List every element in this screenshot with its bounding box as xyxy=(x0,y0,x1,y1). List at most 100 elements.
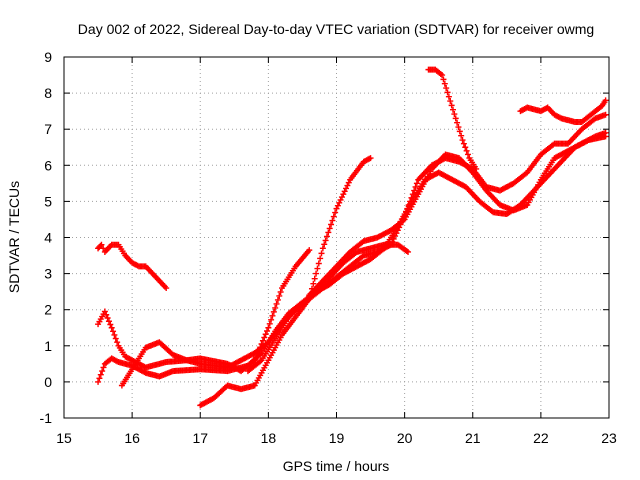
grid-lines xyxy=(64,57,609,418)
y-tick-label: 7 xyxy=(44,121,52,137)
series-track-g xyxy=(306,129,609,299)
data-point xyxy=(332,209,339,216)
x-tick-label: 22 xyxy=(533,430,549,446)
data-point xyxy=(97,371,104,378)
x-tick-label: 23 xyxy=(601,430,617,446)
y-tick-label: -1 xyxy=(40,410,53,426)
data-point xyxy=(330,213,337,220)
data-point xyxy=(463,147,470,154)
data-point xyxy=(268,316,275,323)
data-point xyxy=(318,250,325,257)
x-tick-label: 19 xyxy=(329,430,345,446)
data-point xyxy=(96,375,103,382)
data-point xyxy=(464,151,471,158)
data-point xyxy=(439,72,446,79)
data-point xyxy=(101,308,108,315)
data-point xyxy=(274,296,281,303)
data-point xyxy=(325,229,332,236)
data-point xyxy=(255,347,262,354)
data-point xyxy=(251,357,258,364)
y-tick-label: 9 xyxy=(44,49,52,65)
axis-ticks xyxy=(63,56,610,419)
data-point xyxy=(111,331,118,338)
data-point xyxy=(272,304,279,311)
data-point xyxy=(473,165,480,172)
data-point xyxy=(441,80,448,87)
data-point xyxy=(315,260,322,267)
data-point xyxy=(326,225,333,232)
series-track-h xyxy=(425,66,480,172)
data-point xyxy=(444,89,451,96)
data-point xyxy=(328,221,335,228)
data-points xyxy=(95,66,609,409)
y-tick-label: 8 xyxy=(44,85,52,101)
data-point xyxy=(456,128,463,135)
data-point xyxy=(100,245,107,252)
y-tick-label: 2 xyxy=(44,302,52,318)
data-point xyxy=(602,129,609,136)
data-point xyxy=(322,237,329,244)
y-tick-label: 1 xyxy=(44,338,52,354)
data-point xyxy=(314,265,321,272)
data-point xyxy=(112,335,119,342)
data-point xyxy=(270,308,277,315)
data-point xyxy=(257,344,264,351)
data-point xyxy=(310,280,317,287)
y-tick-label: 0 xyxy=(44,374,52,390)
data-point xyxy=(306,247,313,254)
data-point xyxy=(95,378,102,385)
data-point xyxy=(276,292,283,299)
data-point xyxy=(108,324,115,331)
x-tick-label: 21 xyxy=(465,430,481,446)
data-point xyxy=(253,353,260,360)
data-point xyxy=(443,85,450,92)
data-point xyxy=(264,327,271,334)
data-point xyxy=(259,337,266,344)
data-point xyxy=(105,318,112,325)
x-tick-labels: 15 16 17 18 19 20 21 22 23 xyxy=(56,430,617,446)
data-point xyxy=(265,324,272,331)
data-point xyxy=(110,328,117,335)
y-tick-labels: -1 0 1 2 3 4 5 6 7 8 9 xyxy=(40,49,53,426)
y-axis-label: SDTVAR / TECUs xyxy=(6,181,22,293)
data-point xyxy=(317,255,324,262)
x-axis-label: GPS time / hours xyxy=(283,458,390,474)
series-track-e xyxy=(197,155,374,409)
data-point xyxy=(323,233,330,240)
x-tick-label: 17 xyxy=(192,430,208,446)
data-point xyxy=(367,155,374,162)
data-point xyxy=(412,183,419,190)
data-point xyxy=(114,339,121,346)
series-track-d xyxy=(118,247,313,389)
data-point xyxy=(311,275,318,282)
data-point xyxy=(413,180,420,187)
data-point xyxy=(445,93,452,100)
data-point xyxy=(451,111,458,118)
data-point xyxy=(602,97,609,104)
data-point xyxy=(254,350,261,357)
data-point xyxy=(448,102,455,109)
chart-title: Day 002 of 2022, Sidereal Day-to-day VTE… xyxy=(78,21,594,37)
data-point xyxy=(440,76,447,83)
data-point xyxy=(103,311,110,318)
data-point xyxy=(455,124,462,131)
data-point xyxy=(459,137,466,144)
data-point xyxy=(261,334,268,341)
data-point xyxy=(313,270,320,277)
data-point xyxy=(269,312,276,319)
data-point xyxy=(319,245,326,252)
data-point xyxy=(104,315,111,322)
data-point xyxy=(100,364,107,371)
x-tick-label: 15 xyxy=(56,430,72,446)
data-point xyxy=(462,144,469,151)
data-point xyxy=(403,248,410,255)
data-point xyxy=(262,331,269,338)
x-tick-label: 18 xyxy=(261,430,277,446)
data-point xyxy=(447,98,454,105)
x-tick-label: 20 xyxy=(397,430,413,446)
data-point xyxy=(454,119,461,126)
data-point xyxy=(273,300,280,307)
data-point xyxy=(277,289,284,296)
